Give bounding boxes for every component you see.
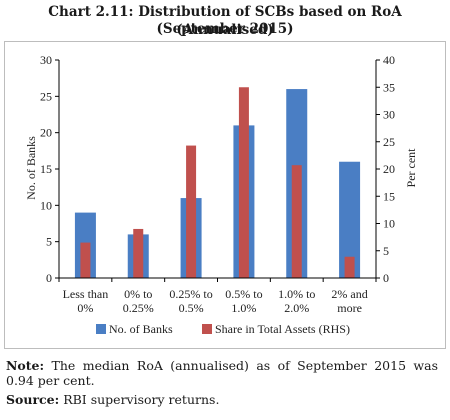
legend-label-assets: Share in Total Assets (RHS): [215, 322, 350, 336]
legend-swatch-banks: [96, 324, 106, 334]
legend: No. of Banks Share in Total Assets (RHS): [96, 322, 350, 336]
source-text: RBI supervisory returns.: [59, 392, 220, 407]
bar-assets-1: [133, 228, 144, 278]
x-tick-label: 1.0% to: [278, 287, 315, 301]
x-tick-label: 2.0%: [284, 301, 309, 315]
y-tick-label: 25: [40, 89, 52, 103]
y-axis-label: No. of Banks: [24, 136, 38, 200]
bar-assets-4: [291, 165, 302, 278]
legend-label-banks: No. of Banks: [109, 322, 173, 336]
x-tick-label: 0.25%: [123, 301, 154, 315]
y2-tick-label: 20: [383, 162, 395, 176]
y-tick-label: 20: [40, 126, 52, 140]
y2-axis-label: Per cent: [404, 148, 418, 188]
note: Note: The median RoA (annualised) as of …: [6, 358, 438, 388]
bar-assets-5: [344, 256, 355, 278]
x-tick-label: 0.5%: [179, 301, 204, 315]
bar-assets-3: [238, 87, 249, 278]
y-tick-label: 10: [40, 198, 52, 212]
legend-swatch-assets: [202, 324, 212, 334]
x-tick-label: Less than: [63, 287, 109, 301]
y2-tick-label: 0: [383, 271, 389, 285]
y2-tick-label: 10: [383, 217, 395, 231]
y2-tick-label: 5: [383, 244, 389, 258]
note-text: The median RoA (annualised) as of Septem…: [6, 358, 438, 388]
bar-banks-5: [339, 161, 361, 278]
bar-assets-2: [186, 145, 197, 278]
chart-title: Chart 2.11: Distribution of SCBs based o…: [48, 4, 402, 38]
chart-subtitle: (September 2015): [156, 21, 294, 37]
source-label: Source:: [6, 392, 60, 407]
y-tick-label: 5: [46, 235, 52, 249]
note-label: Note:: [6, 358, 45, 373]
y-tick-label: 0: [46, 271, 52, 285]
x-tick-label: 1.0%: [231, 301, 256, 315]
x-tick-label: 0% to: [124, 287, 152, 301]
y2-tick-label: 40: [383, 53, 395, 67]
x-tick-label: 0.25% to: [169, 287, 212, 301]
x-tick-label: more: [337, 301, 362, 315]
source: Source: RBI supervisory returns.: [6, 392, 219, 407]
x-tick-label: 0.5% to: [225, 287, 262, 301]
y-tick-label: 30: [40, 53, 52, 67]
x-tick-label: 2% and: [331, 287, 367, 301]
chart-frame: [4, 41, 446, 349]
x-tick-label: 0%: [77, 301, 93, 315]
y-tick-label: 15: [40, 162, 52, 176]
y2-tick-label: 35: [383, 80, 395, 94]
y2-tick-label: 30: [383, 108, 395, 122]
y2-tick-label: 15: [383, 189, 395, 203]
y2-tick-label: 25: [383, 135, 395, 149]
bar-assets-0: [80, 242, 91, 278]
